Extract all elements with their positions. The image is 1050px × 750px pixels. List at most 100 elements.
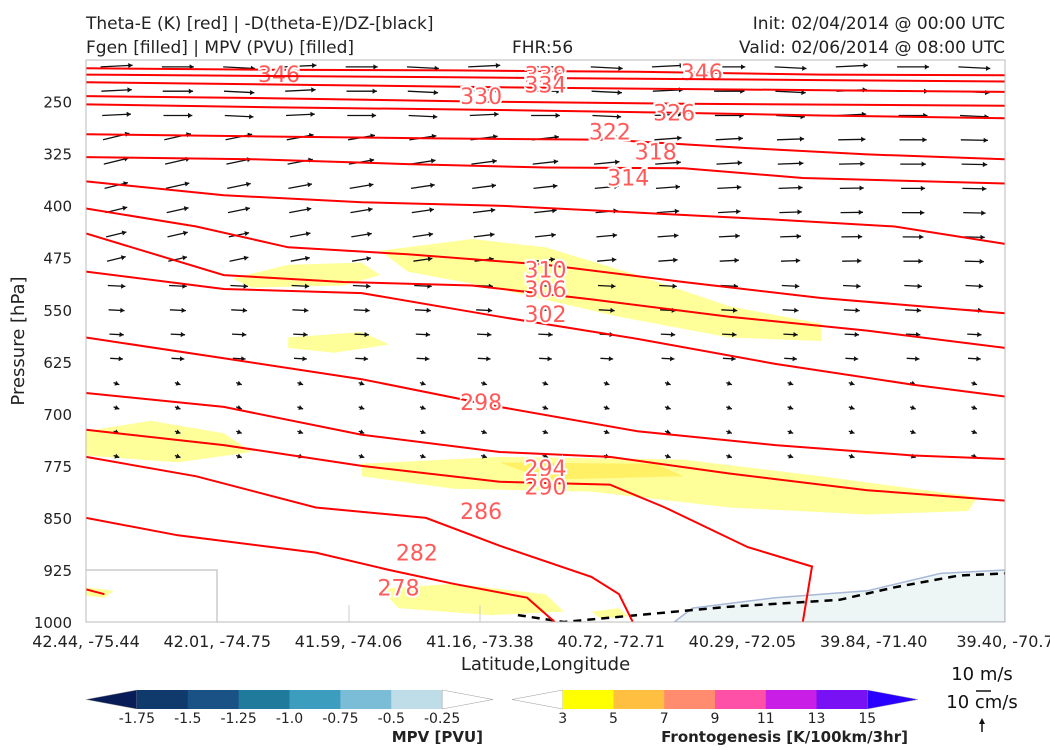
theta-e-label-278: 278	[377, 576, 419, 601]
wind-vector-head	[121, 283, 126, 289]
wind-vector-head	[677, 135, 682, 141]
wind-vector-head	[857, 258, 862, 264]
wind-vector-head	[543, 380, 549, 386]
wind-vector-head	[981, 210, 986, 216]
theta-e-label-330: 330	[460, 85, 502, 110]
wind-vector-head	[665, 429, 671, 435]
wind-vector-head	[244, 231, 250, 237]
wind-vector-head	[368, 182, 374, 188]
wind-vector-head	[798, 185, 803, 191]
wind-vector-shaft	[223, 66, 256, 70]
wind-vector-head	[673, 257, 678, 263]
wind-vector-shaft	[590, 66, 623, 70]
colorbar-cell	[187, 690, 240, 709]
wind-vector-head	[738, 136, 743, 142]
wind-vector-head	[982, 186, 987, 192]
wind-vector-head	[128, 63, 133, 69]
wind-vector-head	[679, 63, 684, 69]
colorbar-tick-label: -1.75	[119, 711, 155, 727]
theta-e-label-310: 310	[525, 259, 567, 284]
colorbar-cell	[289, 690, 341, 709]
wind-vector-head	[920, 210, 925, 216]
wind-vector-head	[420, 453, 426, 459]
colorbar-cell	[765, 690, 817, 709]
wind-vector-shaft	[654, 137, 682, 141]
wind-vector-head	[312, 63, 317, 69]
wind-vector-head	[924, 64, 930, 70]
wind-vector-shaft	[100, 64, 133, 68]
wind-vector-head	[122, 205, 128, 211]
theta-e-contour-318	[86, 156, 1005, 185]
wind-vector-head	[672, 283, 677, 289]
wind-vector-shaft	[406, 66, 439, 70]
wind-vector-head	[618, 65, 623, 71]
wind-vector-head	[236, 405, 242, 410]
wind-vector-head	[614, 184, 619, 190]
fgen-region	[380, 583, 564, 616]
colorbar-cell	[562, 690, 614, 709]
wind-vector-head	[492, 158, 497, 164]
wind-vector-head	[918, 258, 923, 264]
wind-vector-head	[727, 453, 732, 459]
wind-vector-head	[853, 356, 859, 362]
wind-vector-head	[184, 181, 190, 187]
wind-vector-head	[359, 429, 365, 435]
wind-vector-head	[425, 332, 431, 338]
colorbar-label: Frontogenesis [K/100km/3hr]	[661, 728, 908, 746]
wind-vector-head	[175, 429, 181, 435]
wind-vector-head	[860, 161, 865, 167]
wind-vector-head	[482, 380, 487, 386]
colorbar-tick-label: 15	[858, 711, 876, 727]
wind-vector-head	[550, 257, 555, 263]
wind-vector-head	[788, 405, 794, 410]
wind-vector-head	[735, 233, 740, 239]
wind-vector-shaft	[532, 160, 559, 165]
wind-vector-head	[249, 114, 254, 120]
plot-area: 346 3463383343303263223183143103063022982…	[86, 60, 1005, 622]
wind-vector-head	[427, 256, 433, 262]
wind-vector-head	[305, 231, 311, 237]
wind-vector-head	[794, 283, 800, 289]
colorbar-cell	[85, 689, 138, 710]
wind-vector-head	[665, 405, 671, 410]
wind-vector-shaft	[591, 90, 622, 94]
theta-e-label-302: 302	[525, 303, 567, 328]
theta-e-label-318: 318	[635, 141, 677, 166]
theta-e-contour-298	[86, 336, 1005, 460]
colorbar-cell	[340, 690, 392, 709]
wind-vector-shaft	[774, 66, 807, 70]
wind-vector-head	[972, 429, 977, 435]
wind-vector-head	[612, 232, 618, 238]
wind-vector-head	[175, 380, 181, 386]
wind-vector-shaft	[468, 89, 500, 92]
wind-vector-shaft	[775, 90, 806, 94]
wind-vector-head	[615, 135, 621, 141]
colorbar-cell	[715, 690, 767, 709]
x-tick-label: 39.40, -70.7	[956, 632, 1050, 651]
wind-vector-head	[120, 307, 125, 313]
wind-vector-head	[298, 429, 304, 435]
wind-vector-head	[799, 160, 804, 166]
theta-e-label-334: 334	[525, 73, 567, 98]
colorbar-cell	[238, 690, 290, 709]
wind-vector-head	[494, 111, 499, 117]
y-tick-label: 475	[43, 250, 72, 268]
wind-vector-head	[188, 88, 194, 94]
colorbar-cell	[511, 689, 563, 710]
theta-e-contour-334	[86, 81, 1005, 93]
theta-e-label-314: 314	[607, 166, 649, 191]
wind-vector-head	[673, 233, 679, 239]
wind-vector-head	[489, 232, 495, 238]
wind-vector-shaft	[835, 64, 868, 68]
wind-vector-head	[359, 405, 365, 410]
wind-vector-head	[430, 182, 435, 188]
theta-e-label-298: 298	[460, 391, 502, 416]
wind-vector-shaft	[653, 113, 683, 117]
theta-e-contour-322	[86, 133, 1005, 161]
colorbar-tick-label: -1.25	[221, 711, 257, 727]
wind-vector-head	[849, 429, 855, 435]
wind-vector-head	[114, 405, 120, 410]
fgen-region	[288, 332, 390, 353]
wind-vector-head	[543, 429, 549, 435]
theta-e-label-338: 338	[525, 64, 567, 89]
